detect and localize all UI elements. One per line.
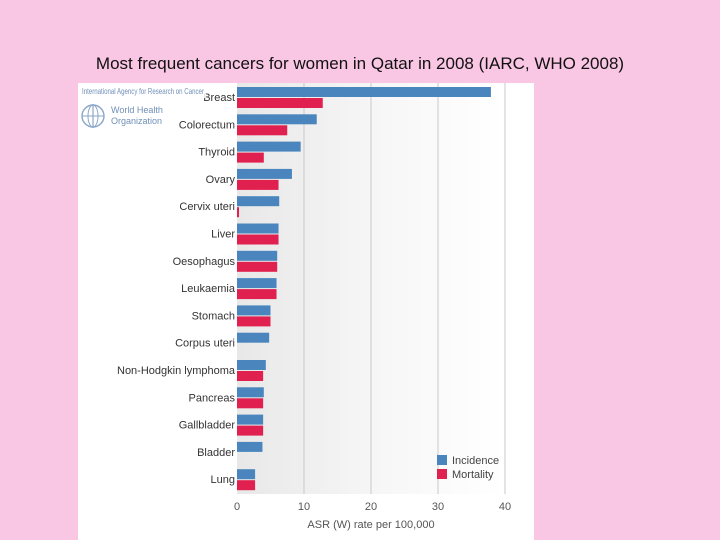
bar-incidence <box>237 360 266 370</box>
category-label: Lung <box>211 474 235 486</box>
bar-mortality <box>237 480 256 491</box>
bar-incidence <box>237 196 280 207</box>
bar-incidence <box>237 332 270 343</box>
category-label: Bladder <box>197 447 235 459</box>
chart-figure: Breast Colorectum Thyroid Ovary Cervix uteri… <box>78 83 534 540</box>
category-label: Non-Hodgkin lymphoma <box>117 365 236 377</box>
bar-incidence <box>237 87 491 97</box>
bar-mortality <box>237 261 278 272</box>
category-label: Gallbladder <box>179 420 236 432</box>
category-label: Thyroid <box>198 147 235 159</box>
bar-mortality <box>237 398 264 409</box>
x-tick-label: 40 <box>499 501 511 513</box>
legend: Incidence Mortality <box>437 455 499 481</box>
bar-mortality <box>237 207 240 218</box>
slide-title: Most frequent cancers for women in Qatar… <box>95 54 625 73</box>
iarc-logo: International Agency for Research on Can… <box>80 83 206 128</box>
x-axis-label: ASR (W) rate per 100,000 <box>307 519 434 531</box>
gridlines <box>303 83 506 494</box>
x-tick-label: 10 <box>298 501 310 513</box>
bar-chart: Breast Colorectum Thyroid Ovary Cervix uteri… <box>80 83 511 531</box>
bar-incidence <box>237 168 292 179</box>
bar-incidence <box>237 387 264 398</box>
legend-swatch <box>437 469 447 479</box>
who-emblem-icon <box>81 104 105 128</box>
category-label: Breast <box>203 92 235 104</box>
legend-swatch <box>437 455 447 465</box>
legend-label: Incidence <box>452 455 499 467</box>
bar-incidence <box>237 223 279 234</box>
x-tick-label: 20 <box>365 501 377 513</box>
category-label: Cervix uteri <box>179 201 235 213</box>
category-label: Corpus uteri <box>175 338 235 350</box>
bar-incidence <box>237 250 278 261</box>
bar-mortality <box>237 289 277 300</box>
bar-mortality <box>237 316 271 327</box>
x-tick-label: 30 <box>432 501 444 513</box>
who-line-2: Organization <box>111 116 162 126</box>
x-tick-labels: 0 10 20 30 40 <box>234 501 511 513</box>
bar-mortality <box>237 425 264 436</box>
bar-incidence <box>237 141 301 152</box>
category-label: Ovary <box>206 174 236 186</box>
bar-incidence <box>237 278 277 289</box>
category-label: Leukaemia <box>181 283 236 295</box>
category-label: Stomach <box>192 310 235 322</box>
category-label: Colorectum <box>179 119 235 131</box>
bar-mortality <box>237 125 288 136</box>
agency-text: International Agency for Research on Can… <box>82 86 204 96</box>
category-label: Oesophagus <box>173 256 236 268</box>
legend-label: Mortality <box>452 469 494 481</box>
bar-incidence <box>237 469 256 480</box>
x-tick-label: 0 <box>234 501 240 513</box>
bar-mortality <box>237 98 323 108</box>
bar-incidence <box>237 305 271 316</box>
category-label: Liver <box>211 229 235 241</box>
bar-incidence <box>237 114 317 125</box>
who-line-1: World Health <box>111 105 163 115</box>
bar-mortality <box>237 179 279 190</box>
bar-incidence <box>237 414 264 425</box>
category-labels: Breast Colorectum Thyroid Ovary Cervix uteri… <box>117 92 236 486</box>
bar-mortality <box>237 234 279 245</box>
category-label: Pancreas <box>189 392 236 404</box>
bar-mortality <box>237 371 264 381</box>
bars <box>237 87 491 491</box>
bar-incidence <box>237 441 263 452</box>
bar-mortality <box>237 152 264 163</box>
